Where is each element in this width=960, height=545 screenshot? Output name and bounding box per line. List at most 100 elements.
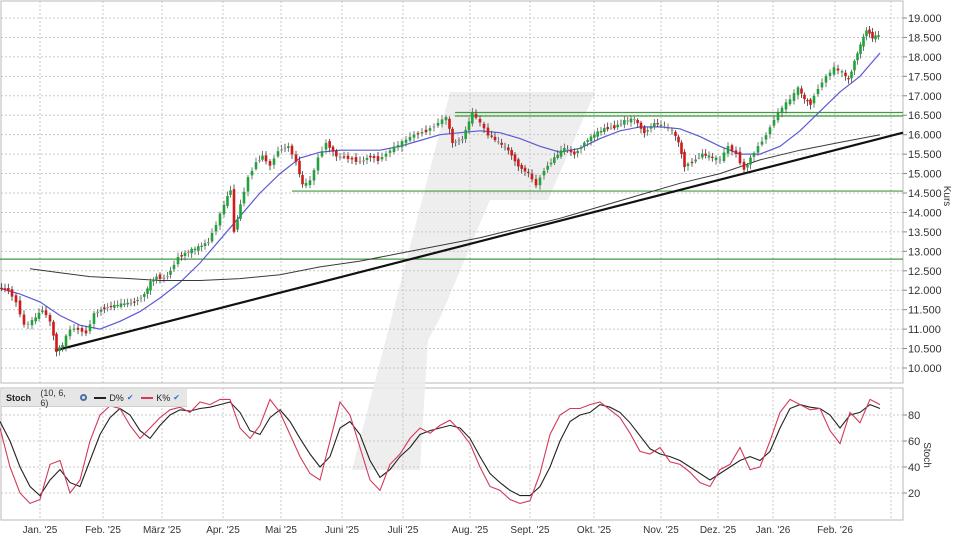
candle-body[interactable] [331,146,335,152]
candle-body[interactable] [380,157,384,160]
candle-body[interactable] [320,151,324,157]
candle-body[interactable] [677,136,680,143]
candle-body[interactable] [454,141,457,143]
candle-body[interactable] [609,127,613,129]
sma-short-line[interactable] [0,52,881,330]
candle-body[interactable] [840,71,844,73]
candle-body[interactable] [752,152,756,157]
candle-body[interactable] [312,170,316,181]
candle-body[interactable] [556,154,559,158]
candle-body[interactable] [34,317,37,322]
candle-body[interactable] [294,154,298,162]
candle-body[interactable] [674,131,677,136]
candle-body[interactable] [229,190,232,195]
candle-body[interactable] [239,204,242,219]
candle-body[interactable] [800,88,803,94]
candle-body[interactable] [756,146,760,153]
candle-body[interactable] [503,146,507,148]
candle-body[interactable] [482,123,486,129]
candle-body[interactable] [636,119,639,124]
candle-body[interactable] [301,175,304,185]
candle-body[interactable] [55,333,58,352]
candle-body[interactable] [258,159,261,162]
candle-body[interactable] [663,126,666,128]
candle-body[interactable] [850,71,853,79]
stoch-params[interactable]: (10, 6, 6) [40,387,66,408]
candle-body[interactable] [828,72,832,76]
candle-body[interactable] [254,162,258,170]
candle-body[interactable] [172,264,176,270]
candle-body[interactable] [646,130,649,132]
candle-body[interactable] [461,139,464,141]
candle-body[interactable] [471,112,474,124]
candle-body[interactable] [643,127,646,134]
candle-body[interactable] [718,159,722,161]
candle-body[interactable] [613,125,616,129]
candle-body[interactable] [670,129,674,132]
candle-body[interactable] [517,159,520,167]
candle-body[interactable] [566,149,569,151]
candle-body[interactable] [372,156,376,159]
candle-body[interactable] [859,44,862,55]
candle-body[interactable] [10,289,14,297]
candle-body[interactable] [824,76,828,83]
candle-body[interactable] [579,147,583,149]
candle-body[interactable] [877,35,880,37]
candle-body[interactable] [350,157,354,160]
candle-body[interactable] [546,165,549,170]
candle-body[interactable] [764,135,768,140]
candle-body[interactable] [659,124,663,126]
candle-body[interactable] [812,95,816,104]
candle-body[interactable] [722,152,726,162]
candle-body[interactable] [264,155,268,162]
candle-body[interactable] [656,123,659,125]
candle-body[interactable] [549,162,553,165]
candle-body[interactable] [649,126,653,129]
candle-body[interactable] [72,328,76,330]
candle-body[interactable] [784,102,788,110]
candle-body[interactable] [346,155,350,159]
candle-body[interactable] [701,153,704,158]
candle-body[interactable] [530,173,534,180]
candle-body[interactable] [653,123,656,127]
candle-body[interactable] [412,134,416,138]
candle-body[interactable] [639,122,643,129]
candle-body[interactable] [856,53,859,61]
candle-body[interactable] [324,142,328,150]
candle-body[interactable] [424,129,428,133]
candle-body[interactable] [868,29,871,34]
candle-body[interactable] [680,142,683,155]
candle-body[interactable] [772,119,776,126]
candle-body[interactable] [874,35,877,40]
candle-body[interactable] [683,151,686,168]
candle-body[interactable] [486,127,490,136]
candle-body[interactable] [809,99,812,105]
candle-body[interactable] [534,179,538,186]
candle-body[interactable] [451,128,454,144]
candle-body[interactable] [603,128,606,132]
candle-body[interactable] [342,156,346,158]
candle-body[interactable] [158,274,162,279]
candle-body[interactable] [862,36,865,47]
candle-body[interactable] [203,243,207,247]
candle-body[interactable] [707,155,711,158]
candle-body[interactable] [214,225,218,232]
candle-body[interactable] [500,142,503,145]
candle-body[interactable] [207,242,210,244]
candle-body[interactable] [250,170,254,176]
candle-body[interactable] [527,171,530,174]
candle-body[interactable] [853,60,856,71]
candle-body[interactable] [14,295,18,303]
candle-body[interactable] [226,196,229,207]
candle-body[interactable] [836,68,840,71]
candle-body[interactable] [328,141,331,148]
candle-body[interactable] [586,140,589,142]
candle-body[interactable] [222,204,226,215]
candle-body[interactable] [388,150,392,153]
candle-body[interactable] [197,246,200,251]
candle-body[interactable] [820,82,824,88]
candle-body[interactable] [559,150,563,157]
candle-body[interactable] [287,146,290,148]
candle-body[interactable] [41,310,44,313]
